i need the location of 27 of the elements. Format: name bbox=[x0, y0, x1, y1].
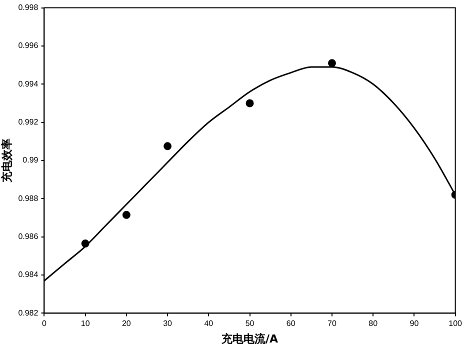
y-tick-label: 0.998 bbox=[18, 3, 39, 12]
y-tick-label: 0.99 bbox=[22, 156, 39, 165]
x-tick-label: 10 bbox=[80, 319, 90, 328]
point bbox=[81, 240, 90, 248]
y-tick-label: 0.986 bbox=[18, 232, 39, 242]
point bbox=[246, 99, 254, 108]
point bbox=[164, 142, 172, 150]
x-tick-label: 70 bbox=[328, 319, 337, 328]
x-axis-title: 充电电流/A bbox=[220, 332, 279, 346]
x-tick-label: 100 bbox=[448, 319, 463, 328]
y-tick-label: 0.996 bbox=[18, 41, 39, 50]
y-tick-label: 0.982 bbox=[18, 308, 39, 318]
y-tick-label: 0.994 bbox=[18, 79, 39, 88]
y-tick-label: 0.988 bbox=[18, 194, 39, 203]
y-tick-label: 0.992 bbox=[18, 118, 39, 127]
point bbox=[122, 210, 130, 219]
y-tick-label: 0.984 bbox=[18, 270, 39, 280]
x-tick-label: 40 bbox=[204, 319, 214, 328]
x-tick-label: 30 bbox=[163, 319, 173, 328]
x-tick-label: 50 bbox=[245, 319, 255, 328]
x-tick-label: 20 bbox=[122, 319, 132, 328]
x-tick-label: 80 bbox=[368, 319, 378, 328]
y-axis-title: 充电效率 bbox=[0, 138, 14, 184]
x-tick-label: 0 bbox=[42, 319, 47, 328]
point bbox=[328, 59, 336, 68]
x-tick-label: 90 bbox=[410, 319, 420, 328]
x-tick-label: 60 bbox=[286, 319, 296, 328]
